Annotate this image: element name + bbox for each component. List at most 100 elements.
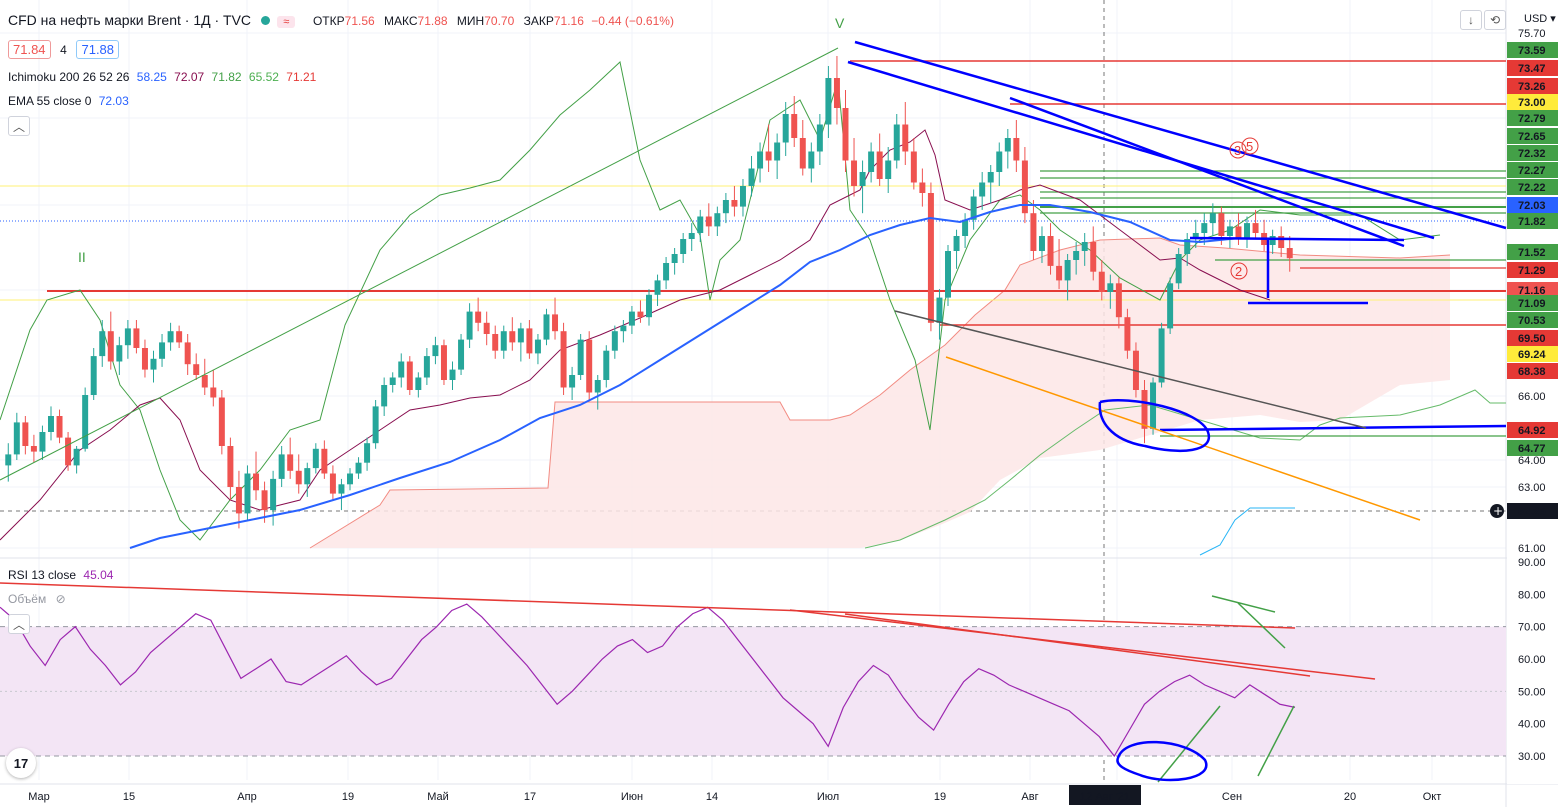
rsi-title: RSI 13 close xyxy=(8,568,77,582)
candle xyxy=(372,400,379,449)
candle-body xyxy=(141,348,148,370)
candle-body xyxy=(295,470,302,485)
price-label-text: 73.47 xyxy=(1518,63,1546,75)
chevron-up-icon: ︿ xyxy=(12,617,25,632)
price-label-bg xyxy=(1507,282,1558,298)
candle xyxy=(253,451,260,501)
scroll-down-button[interactable]: ↓ xyxy=(1460,10,1482,30)
time-tick: Май xyxy=(427,791,449,803)
candle-body xyxy=(774,142,781,161)
candle xyxy=(611,325,618,359)
candle xyxy=(1278,226,1285,257)
candle xyxy=(1226,219,1233,248)
candle-body xyxy=(372,406,379,444)
price-label-bg xyxy=(1507,213,1558,229)
ichimoku-legend[interactable]: Ichimoku 200 26 52 26 58.25 72.07 71.82 … xyxy=(8,70,316,84)
time-label-bg xyxy=(1069,785,1141,805)
candle xyxy=(432,336,439,365)
candle-body xyxy=(825,78,832,125)
candle xyxy=(620,320,627,343)
candle-body xyxy=(278,454,285,479)
price-label: 72.32 xyxy=(1507,145,1558,161)
candle xyxy=(927,182,934,332)
price-label: 70.53 xyxy=(1507,312,1558,328)
time-tick: Авг xyxy=(1021,791,1038,803)
candle-body xyxy=(483,322,490,334)
candle xyxy=(962,213,969,248)
candle-body xyxy=(1244,223,1251,239)
candle-body xyxy=(347,473,353,485)
candle xyxy=(748,156,755,197)
rsi-tick: 80.00 xyxy=(1518,589,1546,601)
bid-button[interactable]: 71.84 xyxy=(8,40,51,59)
price-label: 68.38 xyxy=(1507,363,1558,379)
candle-body xyxy=(697,216,704,233)
candle xyxy=(979,172,986,210)
volume-legend[interactable]: Объём ⊘ xyxy=(8,592,66,606)
open-value: 71.56 xyxy=(344,14,375,28)
price-label-text: 71.09 xyxy=(1518,298,1546,310)
candle-body xyxy=(919,182,926,193)
rsi-legend[interactable]: RSI 13 close 45.04 xyxy=(8,568,113,582)
candle xyxy=(90,348,97,400)
candle-body xyxy=(235,487,242,514)
tradingview-logo[interactable]: 17 xyxy=(6,748,36,778)
candle xyxy=(304,462,311,497)
time-axis[interactable]: Мар 15 Апр 19 Май 17 Июн 14 Июл 19 Авг 12 Авг '21 Се… xyxy=(28,785,1441,805)
candle xyxy=(227,437,234,501)
candle-body xyxy=(1038,236,1045,251)
refresh-button[interactable]: ⟲ xyxy=(1484,10,1506,30)
ema-legend[interactable]: EMA 55 close 0 72.03 xyxy=(8,94,129,108)
price-label: 72.22 xyxy=(1507,179,1558,195)
candle xyxy=(116,336,123,375)
price-label-text: 73.59 xyxy=(1518,45,1546,57)
currency-selector[interactable]: USD ▾ xyxy=(1524,12,1556,25)
collapse-rsi-button[interactable]: ︿ xyxy=(8,614,30,634)
close-label: ЗАКР xyxy=(523,14,554,28)
candle xyxy=(65,432,72,471)
candle xyxy=(184,334,191,375)
candle xyxy=(714,206,721,236)
candle xyxy=(663,257,670,290)
price-label: 64.77 xyxy=(1507,440,1558,456)
candle xyxy=(842,90,849,172)
ask-button[interactable]: 71.88 xyxy=(76,40,120,59)
time-tick: Окт xyxy=(1423,791,1442,803)
time-tick: 19 xyxy=(342,791,354,803)
candle-body xyxy=(1150,382,1157,429)
price-label: 73.59 xyxy=(1507,42,1558,58)
candle xyxy=(1252,209,1259,239)
price-tick: 63.00 xyxy=(1518,482,1546,494)
candle xyxy=(1081,233,1088,266)
candle xyxy=(492,325,499,359)
rsi-pane xyxy=(0,582,1506,783)
ichimoku-title: Ichimoku 200 26 52 26 xyxy=(8,70,130,84)
price-axis[interactable]: 75.70 66.00 64.00 63.00 61.00 73.59 73.47 73.26… xyxy=(1490,0,1558,784)
candle xyxy=(552,297,559,340)
candle xyxy=(1209,203,1216,236)
price-label: 72.27 xyxy=(1507,162,1558,178)
candle xyxy=(483,311,490,346)
candle xyxy=(423,348,430,385)
candle xyxy=(449,361,456,390)
wave-label-3: 3 xyxy=(1234,143,1241,158)
eye-off-icon[interactable]: ⊘ xyxy=(55,592,66,606)
collapse-legend-button[interactable]: ︿ xyxy=(8,116,30,136)
candle-body xyxy=(663,263,670,281)
candle-body xyxy=(5,454,12,466)
price-label-bg xyxy=(1507,162,1558,178)
price-label-bg xyxy=(1507,440,1558,456)
candle-body xyxy=(227,446,234,487)
price-label: 72.79 xyxy=(1507,110,1558,126)
candle-body xyxy=(107,331,114,362)
candle-body xyxy=(885,160,892,179)
candle-body xyxy=(731,200,738,207)
symbol-title[interactable]: CFD на нефть марки Brent · 1Д · TVC xyxy=(8,12,252,28)
time-label-text: 12 Авг '21 xyxy=(1080,791,1130,803)
tilde-icon[interactable]: ≈ xyxy=(277,16,296,28)
candle xyxy=(398,353,405,388)
volume-title: Объём xyxy=(8,592,47,606)
candle-body xyxy=(1141,390,1148,429)
price-label-bg xyxy=(1507,179,1558,195)
